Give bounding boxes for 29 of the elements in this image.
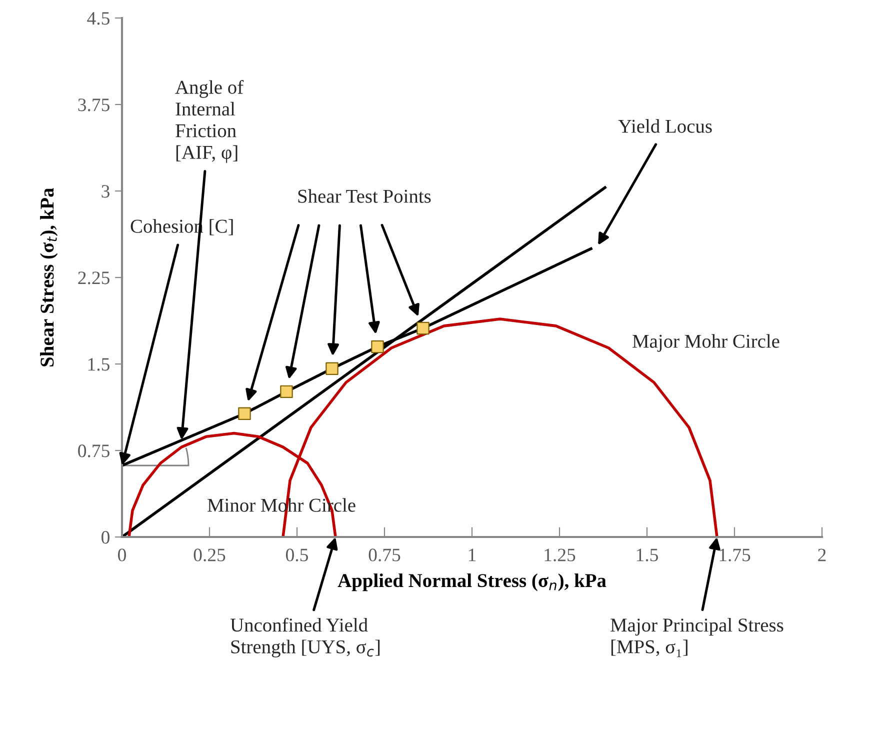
annotation: Shear Test Points: [298, 189, 431, 203]
y-tick-label: 1.5: [88, 358, 110, 371]
y-tick-label: 3: [102, 185, 110, 198]
x-tick-label: 1.5: [636, 548, 658, 562]
annotation: Unconfined Yield Strength [UYS, σ$_{c}$]: [230, 618, 380, 658]
x-tick-label: 0.75: [368, 548, 400, 562]
annotation: Major Mohr Circle: [632, 334, 780, 352]
annotation: Angle of Internal Friction [AIF, φ]: [175, 80, 244, 163]
x-tick-label: 0.5: [286, 548, 308, 562]
y-axis-title: Shear Stress (σ$_{t}$), kPa: [40, 188, 58, 366]
y-tick-label: 0: [102, 531, 110, 544]
point: [371, 340, 384, 354]
point: [416, 322, 430, 335]
point: [280, 385, 293, 398]
y-tick-label: 3.75: [78, 98, 110, 112]
y-tick-label: 4.5: [87, 12, 110, 25]
annotation: Major Principal Stress [MPS, σ₁]: [610, 618, 784, 658]
y-tick-label: 0.75: [78, 444, 110, 458]
x-tick-label: 2: [818, 548, 826, 562]
annotation: Yield Locus: [618, 119, 712, 133]
point: [238, 407, 251, 420]
x-tick-label: 1.75: [720, 548, 750, 562]
x-tick-label: 0: [118, 548, 126, 562]
x-tick-label: 1.25: [544, 548, 576, 562]
y-tick-label: 2.25: [78, 272, 110, 284]
x-axis-title: Applied Normal Stress (σ$_{n}$), kPa: [338, 573, 606, 592]
x-tick-label: 1: [468, 548, 476, 562]
x-tick-label: 0.25: [194, 548, 226, 562]
point: [326, 362, 338, 375]
